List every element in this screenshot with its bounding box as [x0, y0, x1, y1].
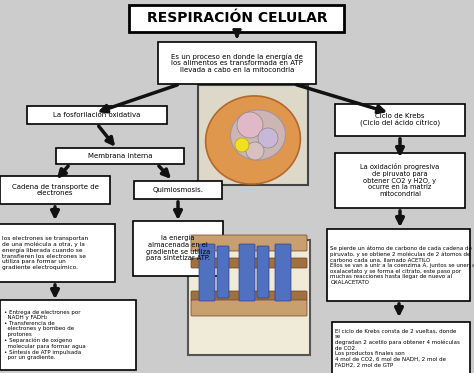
FancyBboxPatch shape	[191, 258, 307, 268]
Text: • Entrega de electrones por
  NADH y FADH₂
• Transferencia de
  electrones y bom: • Entrega de electrones por NADH y FADH₂…	[4, 310, 86, 360]
Text: RESPIRACIÓN CELULAR: RESPIRACIÓN CELULAR	[146, 11, 328, 25]
FancyBboxPatch shape	[239, 244, 255, 301]
FancyBboxPatch shape	[332, 322, 470, 373]
FancyBboxPatch shape	[198, 85, 308, 185]
FancyBboxPatch shape	[0, 176, 110, 204]
Text: Quimiosmosis.: Quimiosmosis.	[153, 187, 203, 193]
FancyBboxPatch shape	[199, 244, 215, 301]
Ellipse shape	[230, 110, 285, 160]
FancyBboxPatch shape	[217, 246, 229, 298]
FancyBboxPatch shape	[257, 246, 269, 298]
Text: El ciclo de Krebs consta de 2 vueltas, donde
se
degradan 2 acetilo para obtener : El ciclo de Krebs consta de 2 vueltas, d…	[335, 328, 460, 367]
FancyBboxPatch shape	[191, 300, 307, 316]
Text: Ciclo de Krebs
(Ciclo del ácido cítrico): Ciclo de Krebs (Ciclo del ácido cítrico)	[360, 113, 440, 127]
Ellipse shape	[206, 96, 301, 184]
FancyBboxPatch shape	[129, 4, 345, 31]
Text: Se pierde un átomo de carbono de cada cadena de
piruvato, y se obtiene 2 molécul: Se pierde un átomo de carbono de cada ca…	[330, 245, 474, 285]
Text: Es un proceso en donde la energía de
los alimentos es transformada en ATP
llevad: Es un proceso en donde la energía de los…	[171, 53, 303, 73]
FancyBboxPatch shape	[56, 148, 184, 164]
Text: Cadena de transporte de
electrones: Cadena de transporte de electrones	[11, 184, 99, 196]
Circle shape	[246, 142, 264, 160]
FancyBboxPatch shape	[328, 229, 471, 301]
FancyBboxPatch shape	[158, 42, 316, 84]
FancyBboxPatch shape	[0, 300, 136, 370]
FancyBboxPatch shape	[335, 153, 465, 207]
FancyBboxPatch shape	[335, 104, 465, 136]
FancyBboxPatch shape	[133, 220, 223, 276]
Text: La fosforilación oxidativa: La fosforilación oxidativa	[53, 112, 141, 118]
Circle shape	[258, 128, 278, 148]
Text: Membrana interna: Membrana interna	[88, 153, 152, 159]
FancyBboxPatch shape	[191, 235, 307, 251]
Text: La oxidación progresiva
de piruvato para
obtener CO2 y H2O, y
ocurre en la matri: La oxidación progresiva de piruvato para…	[360, 163, 439, 197]
Circle shape	[235, 138, 249, 152]
FancyBboxPatch shape	[0, 224, 115, 282]
FancyBboxPatch shape	[188, 240, 310, 355]
Text: los electrones se transportan
de una molécula a otra, y la
energía liberada cuan: los electrones se transportan de una mol…	[2, 236, 88, 270]
FancyBboxPatch shape	[275, 244, 291, 301]
FancyBboxPatch shape	[191, 291, 307, 301]
Circle shape	[237, 112, 263, 138]
FancyBboxPatch shape	[134, 181, 222, 199]
Text: la energía
almacenada en el
gradiente se utiliza
para sintetizar ATP.: la energía almacenada en el gradiente se…	[146, 235, 210, 261]
FancyBboxPatch shape	[27, 106, 167, 124]
